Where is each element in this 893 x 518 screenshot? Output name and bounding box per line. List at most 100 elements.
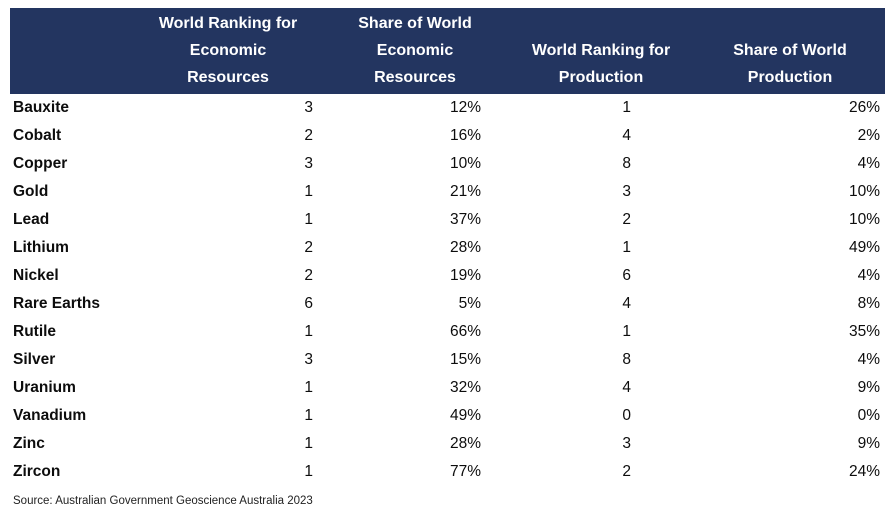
column-header-world-ranking-for-economic-resources: World Ranking for Economic Resources: [133, 8, 323, 94]
commodity-name: Uranium: [13, 379, 76, 396]
column-header-share-of-world-economic-resources: Share of World Economic Resources: [323, 8, 507, 94]
world-ranking-economic-resources-value: 1: [304, 407, 313, 424]
table-row: Vanadium 1 49% 0 0%: [10, 402, 885, 430]
column-header-line: Share of World: [358, 15, 472, 32]
column-header-share-of-world-production: Share of World Production: [695, 8, 885, 94]
table-row: Lithium 2 28% 1 49%: [10, 234, 885, 262]
share-world-economic-resources-value: 32%: [449, 379, 481, 396]
column-header-line: Production: [747, 69, 833, 86]
commodity-name: Copper: [13, 155, 68, 172]
column-header-line: Share of World: [733, 42, 847, 59]
world-ranking-economic-resources-value: 1: [304, 463, 313, 480]
share-world-production-value: 9%: [857, 435, 880, 452]
commodity-name: Silver: [13, 351, 56, 368]
world-ranking-economic-resources-value: 6: [304, 295, 313, 312]
world-ranking-economic-resources-value: 1: [304, 183, 313, 200]
table-row: Zircon 1 77% 2 24%: [10, 458, 885, 486]
world-ranking-production-value: 4: [622, 379, 631, 396]
share-world-production-value: 9%: [857, 379, 880, 396]
share-world-economic-resources-value: 28%: [449, 239, 481, 256]
share-world-economic-resources-value: 19%: [449, 267, 481, 284]
table-row: Silver 3 15% 8 4%: [10, 346, 885, 374]
share-world-production-value: 2%: [857, 127, 880, 144]
world-ranking-production-value: 8: [622, 351, 631, 368]
world-ranking-economic-resources-value: 3: [304, 155, 313, 172]
share-world-production-value: 4%: [857, 155, 880, 172]
commodity-name: Lithium: [13, 239, 69, 256]
table-row: Rutile 1 66% 1 35%: [10, 318, 885, 346]
world-ranking-economic-resources-value: 3: [304, 351, 313, 368]
world-ranking-production-value: 8: [622, 155, 631, 172]
share-world-production-value: 4%: [857, 351, 880, 368]
commodity-name: Nickel: [13, 267, 59, 284]
world-ranking-production-value: 1: [622, 323, 631, 340]
commodity-name: Rare Earths: [13, 295, 101, 312]
commodity-name: Rutile: [13, 323, 57, 340]
world-ranking-production-value: 1: [622, 99, 631, 116]
share-world-production-value: 26%: [848, 99, 880, 116]
share-world-production-value: 24%: [848, 463, 880, 480]
table-body: Bauxite 3 12% 1 26% Cobalt 2 16% 4 2% Copper 3 10% 8 4…: [10, 94, 885, 486]
world-ranking-production-value: 2: [622, 211, 631, 228]
world-ranking-economic-resources-value: 2: [304, 127, 313, 144]
column-header-line: Economic: [376, 42, 454, 59]
share-world-production-value: 49%: [848, 239, 880, 256]
world-ranking-economic-resources-value: 1: [304, 323, 313, 340]
share-world-economic-resources-value: 49%: [449, 407, 481, 424]
column-header-line: World Ranking for: [531, 42, 671, 59]
world-ranking-production-value: 2: [622, 463, 631, 480]
share-world-production-value: 4%: [857, 267, 880, 284]
share-world-production-value: 10%: [848, 211, 880, 228]
commodity-name: Cobalt: [13, 127, 62, 144]
table-row: Nickel 2 19% 6 4%: [10, 262, 885, 290]
source-note: Source: Australian Government Geoscience…: [13, 495, 313, 507]
column-header-line: Resources: [374, 69, 456, 86]
share-world-economic-resources-value: 77%: [449, 463, 481, 480]
world-ranking-production-value: 6: [622, 267, 631, 284]
share-world-production-value: 35%: [848, 323, 880, 340]
commodity-name: Vanadium: [13, 407, 87, 424]
table-row: Cobalt 2 16% 4 2%: [10, 122, 885, 150]
table-row: Uranium 1 32% 4 9%: [10, 374, 885, 402]
share-world-production-value: 8%: [857, 295, 880, 312]
commodity-name: Zircon: [13, 463, 61, 480]
table-header-row: World Ranking for Economic Resources Share …: [10, 8, 885, 94]
table-row: Gold 1 21% 3 10%: [10, 178, 885, 206]
commodity-name: Lead: [13, 211, 50, 228]
commodity-name: Gold: [13, 183, 49, 200]
world-ranking-production-value: 4: [622, 295, 631, 312]
table-row: Bauxite 3 12% 1 26%: [10, 94, 885, 122]
share-world-economic-resources-value: 10%: [449, 155, 481, 172]
world-ranking-production-value: 0: [622, 407, 631, 424]
share-world-economic-resources-value: 5%: [458, 295, 481, 312]
column-header-line: World Ranking for: [158, 15, 298, 32]
column-header-line: Production: [558, 69, 644, 86]
commodity-name: Bauxite: [13, 99, 69, 116]
world-ranking-production-value: 3: [622, 183, 631, 200]
world-ranking-production-value: 4: [622, 127, 631, 144]
column-header-world-ranking-for-production: World Ranking for Production: [507, 8, 695, 94]
commodity-name: Zinc: [13, 435, 45, 452]
table-row: Lead 1 37% 2 10%: [10, 206, 885, 234]
table-row: Copper 3 10% 8 4%: [10, 150, 885, 178]
world-ranking-production-value: 3: [622, 435, 631, 452]
share-world-economic-resources-value: 37%: [449, 211, 481, 228]
column-header-line: Economic: [189, 42, 267, 59]
world-ranking-economic-resources-value: 2: [304, 239, 313, 256]
world-ranking-economic-resources-value: 1: [304, 379, 313, 396]
column-header-line: Resources: [187, 69, 269, 86]
share-world-economic-resources-value: 16%: [449, 127, 481, 144]
world-ranking-economic-resources-value: 1: [304, 435, 313, 452]
world-ranking-economic-resources-value: 3: [304, 99, 313, 116]
share-world-economic-resources-value: 66%: [449, 323, 481, 340]
share-world-production-value: 0%: [857, 407, 880, 424]
minerals-table: World Ranking for Economic Resources Share …: [10, 8, 885, 486]
world-ranking-production-value: 1: [622, 239, 631, 256]
world-ranking-economic-resources-value: 2: [304, 267, 313, 284]
share-world-economic-resources-value: 21%: [449, 183, 481, 200]
share-world-economic-resources-value: 12%: [449, 99, 481, 116]
table-row: Rare Earths 6 5% 4 8%: [10, 290, 885, 318]
column-header-empty: [10, 8, 133, 94]
share-world-economic-resources-value: 15%: [449, 351, 481, 368]
